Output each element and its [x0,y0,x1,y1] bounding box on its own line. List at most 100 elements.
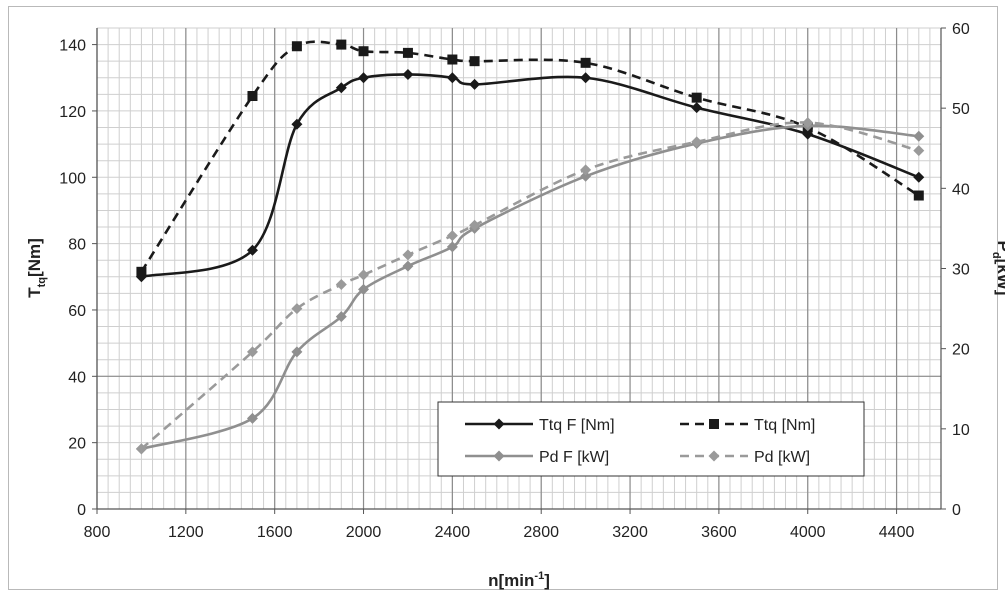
legend-swatch-marker [493,418,505,430]
x-tick-label: 4400 [879,524,915,541]
series-layer [135,39,925,455]
series-4 [135,117,925,455]
legend-label: Pd F [kW] [539,449,609,466]
y2-axis-title-sub: d [990,252,1002,259]
legend-box [437,401,865,477]
series-point [913,130,925,142]
series-point [402,68,414,80]
y-tick-label: 20 [68,436,86,453]
series-point [691,102,703,114]
series-point [402,260,414,272]
series-point [247,91,258,102]
series-point [469,219,481,231]
y2-axis-title-end: [kW] [994,259,1005,296]
y2-tick-label: 10 [952,422,970,439]
y2-tick-label: 20 [952,342,970,359]
x-tick-label: 2000 [346,524,382,541]
legend-label: Pd [kW] [754,449,810,466]
y2-tick-label: 0 [952,502,961,519]
legend: Ttq F [Nm] Ttq [Nm] Pd F [kW] Pd [kW] [437,401,865,477]
series-point [358,283,370,295]
series-point [469,56,480,67]
y2-axis-title: Pd[kW] [990,241,1005,296]
legend-item: Ttq F [Nm] [465,417,615,434]
series-point [291,118,303,130]
y-tick-label: 100 [59,170,86,187]
series-point [358,269,370,281]
series-point [246,244,258,256]
series-point [336,39,347,50]
series-point [246,412,258,424]
series-point [580,72,592,84]
y-tick-label: 80 [68,237,86,254]
series-point [246,346,258,358]
x-tick-label: 3200 [612,524,648,541]
x-tick-label: 800 [84,524,111,541]
series-point [580,164,592,176]
series-point [291,41,302,52]
series-point [446,72,458,84]
x-axis-title: n[min-1] [488,570,550,590]
series-point [335,311,347,323]
series-point [358,46,369,57]
x-tick-label: 1200 [168,524,204,541]
legend-label: Ttq [Nm] [754,417,815,434]
y-tick-label: 60 [68,303,86,320]
series-point [913,145,925,157]
series-point [136,266,147,277]
series-point [135,443,147,455]
legend-swatch-marker [493,450,505,462]
x-axis-title-sup: -1 [534,570,544,582]
series-point [802,117,814,129]
series-point [580,170,592,182]
x-tick-label: 4000 [790,524,826,541]
series-point [291,303,303,315]
x-tick-label: 1600 [257,524,293,541]
x-tick-label: 3600 [701,524,737,541]
y-tick-label: 120 [59,104,86,121]
series-point [402,249,414,261]
chart-frame [8,6,998,590]
series-line [141,73,920,279]
series-point [691,136,703,148]
y2-tick-label: 60 [952,21,970,38]
x-tick-label: 2800 [523,524,559,541]
series-line [140,40,920,273]
legend-item: Pd [kW] [680,449,810,466]
y2-tick-label: 40 [952,181,970,198]
x-tick-label: 2400 [435,524,471,541]
x-axis-title-end: ] [544,571,550,590]
series-point [913,190,924,201]
y-tick-label: 140 [59,38,86,55]
y-axis-title: Ttq[Nm] [25,238,48,298]
x-axis-title-main: n[min [488,571,534,590]
y2-axis-title-main: P [994,241,1005,252]
series-point [358,72,370,84]
legend-items: Ttq F [Nm] Ttq [Nm] Pd F [kW] Pd [kW] [465,417,815,466]
series-point [469,78,481,90]
y2-tick-label: 50 [952,101,970,118]
series-point [691,92,702,103]
y-tick-label: 0 [77,502,86,519]
y-tick-label: 40 [68,369,86,386]
legend-swatch-marker [709,419,719,429]
y-axis-title-end: [Nm] [25,238,44,277]
series-point [446,241,458,253]
series-point [402,47,413,58]
legend-swatch-marker [708,450,720,462]
series-point [447,54,458,65]
series-point [446,230,458,242]
y-axis-title-main: T [25,287,44,298]
y2-tick-label: 30 [952,262,970,279]
axes: 800 1200 1600 2000 2400 2800 3200 3600 4000 44000… [59,21,970,541]
series-point [580,57,591,68]
series-point [335,82,347,94]
series-point [291,346,303,358]
y-axis-title-sub: tq [36,277,48,287]
series-point [335,279,347,291]
legend-label: Ttq F [Nm] [539,417,615,434]
series-point [913,171,925,183]
legend-item: Pd F [kW] [465,449,609,466]
legend-item: Ttq [Nm] [680,417,815,434]
